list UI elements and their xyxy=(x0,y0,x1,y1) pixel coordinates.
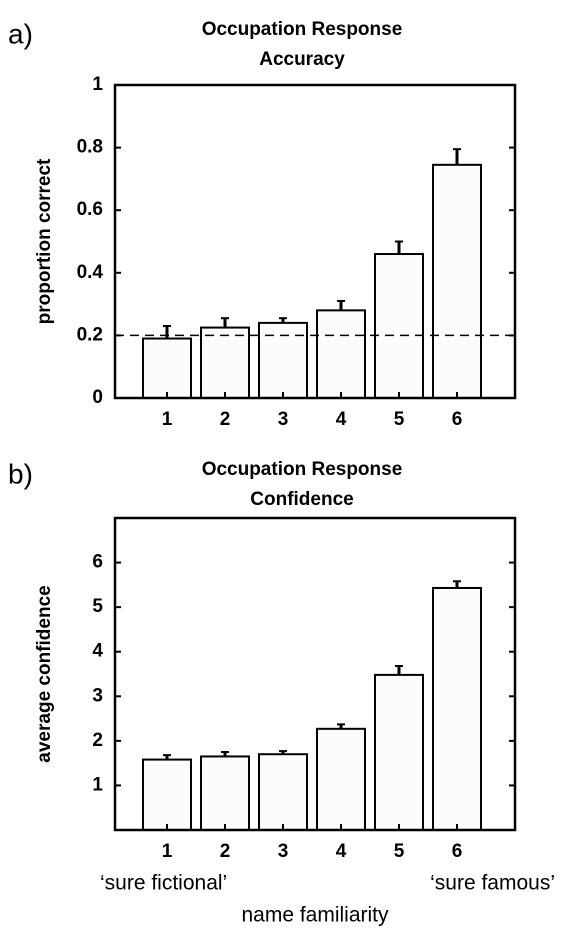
bar xyxy=(432,586,482,832)
bar xyxy=(200,326,250,400)
chart-title: Confidence xyxy=(250,489,353,510)
x-tick-label: 2 xyxy=(220,841,231,862)
bar xyxy=(142,337,192,399)
chart-title: Occupation Response xyxy=(202,19,403,40)
bar xyxy=(200,755,250,832)
y-tick-label: 0.4 xyxy=(77,262,104,283)
x-tick-label: 4 xyxy=(336,841,347,862)
x-tick-label: 6 xyxy=(452,841,463,862)
y-tick-label: 5 xyxy=(92,596,103,617)
y-tick-label: 6 xyxy=(92,552,103,573)
y-tick-label: 3 xyxy=(92,685,103,706)
chart-title: Accuracy xyxy=(259,49,345,70)
y-tick-label: 0.2 xyxy=(77,324,103,345)
x-tick-label: 5 xyxy=(394,409,405,430)
panel-label: a) xyxy=(8,18,33,49)
y-tick-label: 1 xyxy=(92,774,103,795)
x-tick-label: 3 xyxy=(278,409,289,430)
x-tick-label: 1 xyxy=(162,841,173,862)
x-tick-label: 4 xyxy=(336,409,347,430)
bar xyxy=(374,253,424,399)
y-tick-label: 0 xyxy=(92,387,103,408)
y-tick-label: 4 xyxy=(92,641,103,662)
annotation: ‘sure famous’ xyxy=(430,872,555,895)
y-tick-label: 2 xyxy=(92,730,103,751)
chart-title: Occupation Response xyxy=(202,459,403,480)
panel-label: b) xyxy=(8,458,33,489)
y-tick-label: 0.8 xyxy=(77,137,103,158)
bar xyxy=(258,321,308,400)
plot-frame xyxy=(113,516,517,832)
bar xyxy=(316,727,366,832)
bar xyxy=(432,163,482,399)
y-tick-label: 1 xyxy=(92,74,103,95)
x-tick-label: 6 xyxy=(452,409,463,430)
y-tick-label: 0.6 xyxy=(77,199,103,220)
plot-frame xyxy=(113,83,517,400)
y-axis-label: average confidence xyxy=(34,585,55,762)
x-tick-label: 2 xyxy=(220,409,231,430)
bar xyxy=(142,758,192,832)
y-axis-label: proportion correct xyxy=(34,158,55,324)
annotation: ‘sure fictional’ xyxy=(100,872,227,895)
bar xyxy=(258,753,308,832)
bar xyxy=(316,309,366,399)
bar xyxy=(374,673,424,831)
x-axis-label: name familiarity xyxy=(241,904,389,927)
x-tick-label: 5 xyxy=(394,841,405,862)
x-tick-label: 3 xyxy=(278,841,289,862)
x-tick-label: 1 xyxy=(162,409,173,430)
